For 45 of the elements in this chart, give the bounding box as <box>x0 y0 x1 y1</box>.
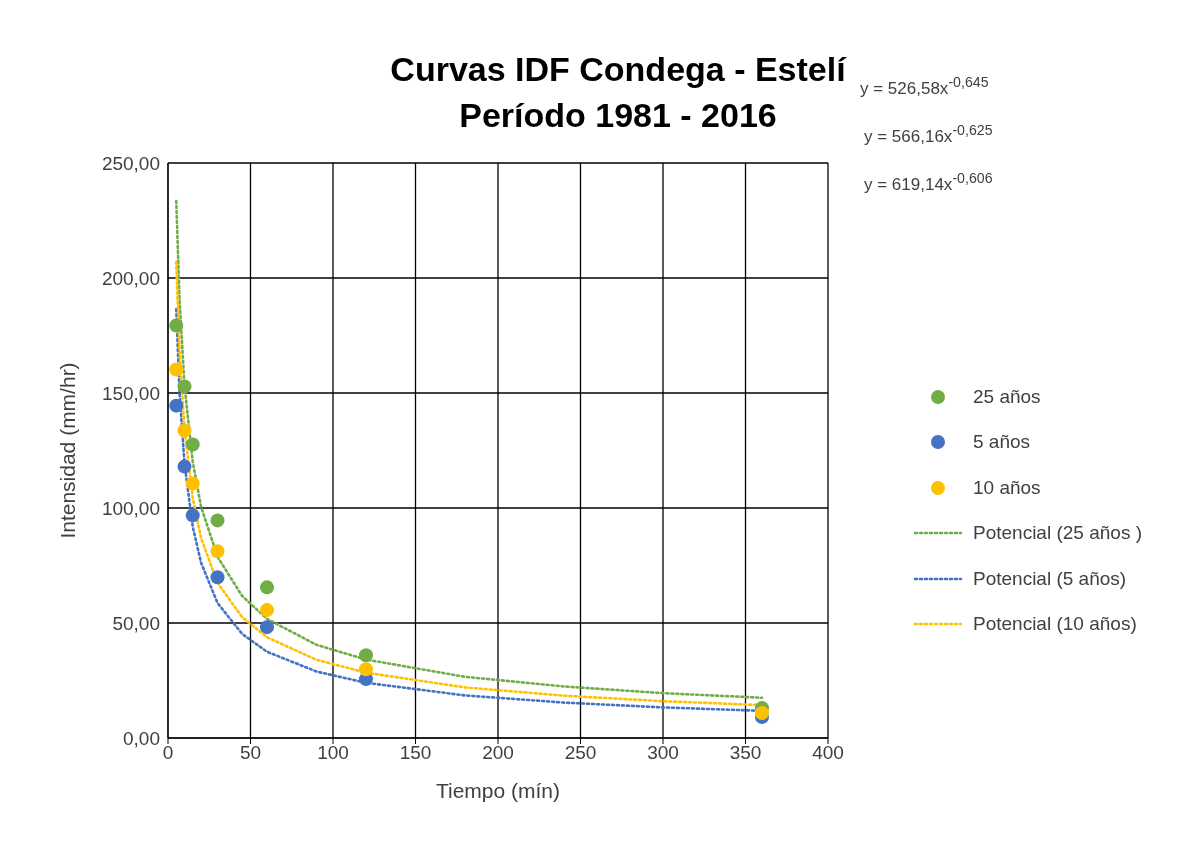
point <box>210 570 225 585</box>
x-tick-label: 0 <box>162 742 174 764</box>
x-tick-label: 400 <box>812 742 844 764</box>
legend-label: Potencial (10 años) <box>973 613 1137 636</box>
text: y = 619,14x$^{-0,606}$ <box>864 170 993 195</box>
x-tick-label: 250 <box>564 742 597 764</box>
x-tick-label: 200 <box>482 742 514 764</box>
point <box>260 580 274 595</box>
x-tick-label: 300 <box>647 742 679 764</box>
x-tick-label: 100 <box>317 742 349 764</box>
legend-label: Potencial (25 años ) <box>973 522 1142 545</box>
x-tick-label: 150 <box>399 742 432 764</box>
legend-label: 10 años <box>973 476 1041 499</box>
text: y = 566,16x$^{-0,625}$ <box>864 122 993 147</box>
y-tick-label: 150,00 <box>101 382 160 404</box>
legend-label: 5 años <box>973 431 1031 454</box>
point <box>169 318 184 333</box>
point <box>185 437 200 452</box>
y-tick-label: 200,00 <box>101 267 160 289</box>
point <box>169 398 184 413</box>
y-tick-label: 100,00 <box>101 497 160 519</box>
point <box>260 603 274 618</box>
point <box>755 705 769 720</box>
x-tick-label: 50 <box>239 742 262 764</box>
point <box>169 362 184 377</box>
x-tick-label: 350 <box>729 742 762 764</box>
point <box>185 508 200 523</box>
point <box>177 423 192 438</box>
point <box>359 662 373 677</box>
y-axis-title: Intensidad (mm/hr) <box>56 362 80 539</box>
y-tick-label: 50,00 <box>112 612 160 634</box>
point <box>177 459 192 474</box>
point <box>185 476 200 491</box>
legend-label: 25 años <box>973 385 1041 408</box>
y-tick-label: 0,00 <box>123 727 160 749</box>
x-axis-title: Tiempo (mín) <box>435 779 561 802</box>
text: y = 526,58x$^{-0,645}$ <box>860 74 989 99</box>
point <box>359 648 373 663</box>
legend-label: Potencial (5 años) <box>973 567 1127 590</box>
point <box>177 379 192 394</box>
y-tick-label: 250,00 <box>101 152 160 174</box>
point <box>210 544 225 559</box>
point <box>260 620 274 635</box>
chart-title: Curvas IDF Condega - Estelí Período 1981 - 2016 <box>390 50 846 134</box>
point <box>210 513 225 528</box>
